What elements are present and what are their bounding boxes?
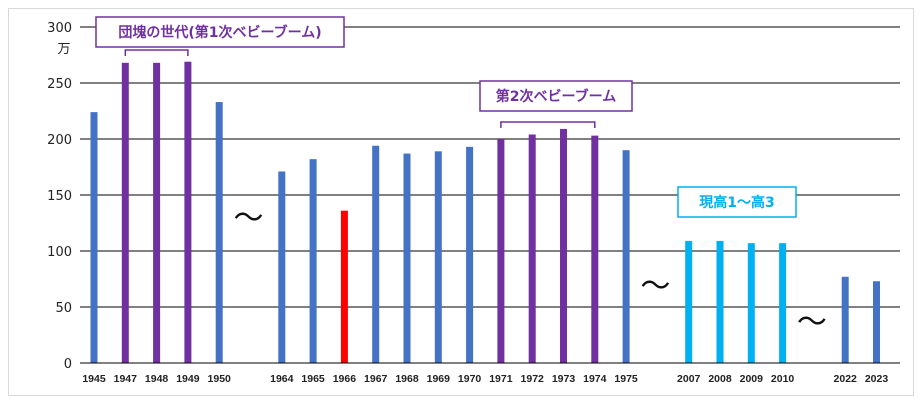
x-tick-label-1974: 1974 [583, 373, 607, 385]
bar-1966 [340, 210, 348, 363]
x-tick-label-1947: 1947 [114, 373, 138, 385]
bar-1969 [434, 151, 442, 363]
y-tick-label: 150 [47, 189, 72, 204]
bar-1968 [403, 153, 411, 363]
bar-1949 [184, 61, 192, 363]
bar-1948 [153, 62, 161, 364]
bar-2022 [841, 276, 849, 363]
x-tick-label-2008: 2008 [708, 373, 732, 385]
x-tick-label-1966: 1966 [333, 373, 357, 385]
y-tick-label: 200 [47, 133, 72, 148]
annotation-box [95, 16, 345, 48]
bar-1965 [309, 159, 317, 363]
x-tick-label-1968: 1968 [395, 373, 419, 385]
bar-2009 [747, 243, 755, 363]
bar-1975 [622, 150, 630, 363]
x-tick-label-2007: 2007 [677, 373, 701, 385]
bar-1972 [528, 134, 536, 363]
bar-2023 [873, 281, 880, 363]
bar-1970 [466, 146, 474, 363]
gap-marker: ～ [640, 269, 670, 304]
bar-1945 [90, 112, 98, 364]
gap-marker: ～ [797, 305, 827, 340]
x-tick-label-1972: 1972 [521, 373, 545, 385]
x-tick-label-1964: 1964 [270, 373, 294, 385]
x-tick-label-1945: 1945 [82, 373, 106, 385]
y-tick-label: 100 [47, 245, 72, 260]
annotation-box [479, 80, 633, 112]
x-tick-label-2022: 2022 [834, 373, 858, 385]
bar-1964 [278, 171, 286, 363]
y-tick-label: 50 [55, 301, 72, 316]
x-tick-label-1965: 1965 [301, 373, 325, 385]
x-tick-label-2023: 2023 [865, 373, 889, 385]
x-tick-label-1971: 1971 [489, 373, 513, 385]
annotation-label: 第2次ベビーブーム [496, 88, 616, 105]
y-tick-label: 300 [47, 21, 72, 36]
x-tick-label-1973: 1973 [552, 373, 576, 385]
x-tick-label-2009: 2009 [740, 373, 764, 385]
y-tick-label: 250 [47, 77, 72, 92]
annotation-bracket [500, 121, 596, 128]
annotation-bracket [124, 49, 189, 56]
annotation-label: 現高1～高3 [699, 194, 774, 211]
bar-2007 [685, 240, 693, 363]
x-tick-label-1967: 1967 [364, 373, 388, 385]
x-tick-label-1950: 1950 [208, 373, 232, 385]
bar-1947 [121, 62, 129, 364]
x-tick-label-1970: 1970 [458, 373, 482, 385]
bar-1971 [497, 139, 505, 363]
x-tick-label-1949: 1949 [176, 373, 200, 385]
bar-1967 [372, 145, 380, 363]
x-tick-label-1975: 1975 [614, 373, 638, 385]
annotation-box [677, 186, 797, 218]
y-tick-label: 0 [64, 357, 72, 372]
y-unit-label: 万 [57, 42, 70, 57]
bar-1973 [560, 128, 567, 363]
bar-1950 [215, 102, 223, 363]
bar-2008 [716, 240, 724, 363]
bar-2010 [779, 243, 787, 363]
gap-marker: ～ [234, 201, 264, 236]
bar-1974 [591, 135, 599, 363]
annotation-label: 団塊の世代(第1次ベビーブーム) [118, 24, 321, 41]
x-tick-label-1969: 1969 [427, 373, 451, 385]
x-tick-label-1948: 1948 [145, 373, 169, 385]
x-tick-label-2010: 2010 [771, 373, 795, 385]
